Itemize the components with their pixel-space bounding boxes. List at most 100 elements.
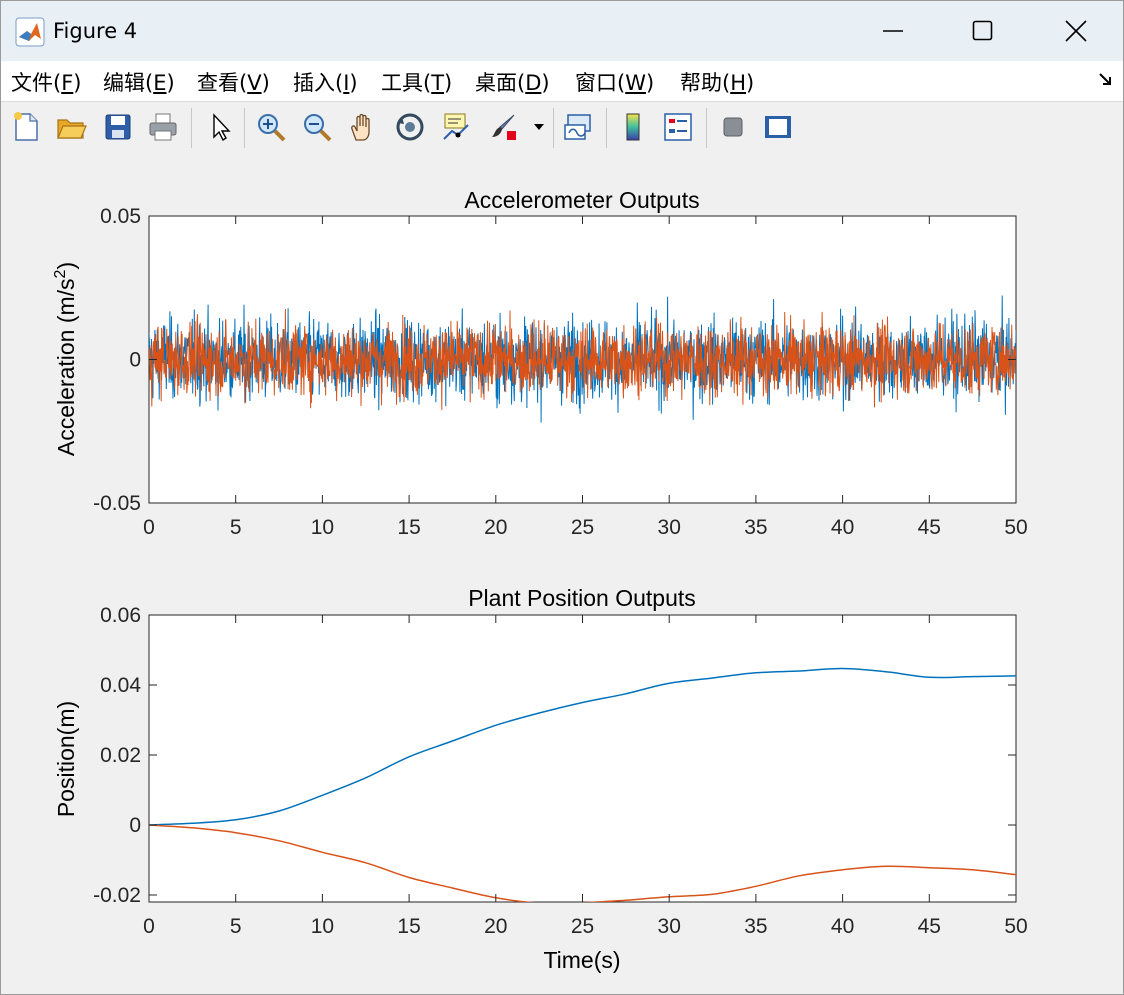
zoom-out-icon [304,114,332,142]
show-plot-tools-button[interactable] [759,108,797,146]
x-tick-label: 10 [311,516,334,539]
maximize-icon [972,20,993,41]
x-tick-label: 20 [484,516,507,539]
zoom-out-button[interactable] [298,108,336,146]
menu-tools[interactable]: 工具(T) [381,71,453,95]
colorbar-button[interactable] [614,108,652,146]
y-tick-group: -0.05 0 0.05 [93,205,1016,515]
legend-button[interactable] [659,108,697,146]
y-tick-label: -0.05 [93,492,141,515]
new-figure-button[interactable] [7,108,45,146]
toolbar-separator [191,108,192,148]
x-tick-group: 0 5 10 15 20 25 30 35 40 45 50 [143,615,1028,938]
x-tick-label: 40 [831,516,854,539]
toolbar-separator [706,108,707,148]
x-tick-label: 20 [484,915,507,938]
accel-series-2-line [149,308,1016,410]
close-icon [1065,20,1087,42]
window-title: Figure 4 [53,19,138,43]
show-plot-tools-icon [765,116,791,138]
plots-svg: Accelerometer Outputs 0 5 10 15 20 25 30 35 40 45… [52,187,1028,973]
figure-toolbar [1,101,1123,155]
open-file-button[interactable] [52,108,90,146]
minimize-icon [883,30,903,32]
pan-hand-icon [351,113,370,141]
hide-plot-tools-icon [723,117,743,137]
brush-icon [492,114,516,140]
x-tick-label: 15 [397,915,420,938]
position-series-1-line [149,667,1016,826]
x-tick-label: 45 [918,915,941,938]
x-tick-label: 25 [571,915,594,938]
menu-view[interactable]: 查看(V) [197,71,270,95]
undock-arrow-icon[interactable] [1097,71,1115,89]
x-tick-label: 5 [230,915,242,938]
x-tick-label: 25 [571,516,594,539]
x-tick-group: 0 5 10 15 20 25 30 35 40 45 50 [143,216,1028,539]
x-axis-label: Time(s) [543,947,620,973]
link-plot-icon [564,114,591,140]
x-tick-label: 30 [658,516,681,539]
position-series-2-line [149,824,1016,902]
brush-button[interactable] [485,108,523,146]
x-tick-label: 10 [311,915,334,938]
print-icon [149,113,177,141]
rotate-3d-button[interactable] [391,108,429,146]
title-bar[interactable]: Figure 4 [1,1,1123,61]
toolbar-separator [244,108,245,148]
data-cursor-button[interactable] [437,108,475,146]
save-button[interactable] [99,108,137,146]
pan-button[interactable] [344,108,382,146]
axes-box [148,614,1017,903]
hide-plot-tools-button[interactable] [714,108,752,146]
colorbar-icon [626,113,640,141]
x-tick-label: 35 [744,516,767,539]
position-series-group [149,667,1016,902]
axes-title: Accelerometer Outputs [464,187,699,213]
axes-title: Plant Position Outputs [468,585,696,611]
menu-edit[interactable]: 编辑(E) [103,71,175,95]
menu-help[interactable]: 帮助(H) [680,71,755,95]
accel-series-group [149,295,1016,423]
y-tick-label: 0 [129,349,141,372]
x-tick-label: 5 [230,516,242,539]
x-tick-label: 50 [1004,516,1027,539]
y-tick-label: 0.04 [100,674,141,697]
matlab-logo-icon [15,17,45,47]
menu-file[interactable]: 文件(F) [11,71,82,95]
axes-accelerometer[interactable]: Accelerometer Outputs 0 5 10 15 20 25 30 35 40 45… [52,187,1028,539]
rotate-3d-icon [396,113,424,141]
open-file-icon [57,119,87,139]
x-tick-label: 40 [831,915,854,938]
link-plot-button[interactable] [559,108,597,146]
menu-insert[interactable]: 插入(I) [293,71,358,95]
data-cursor-icon [443,113,469,140]
minimize-button[interactable] [846,1,940,61]
edit-plot-button[interactable] [201,108,239,146]
close-button[interactable] [1029,1,1123,61]
x-tick-label: 30 [658,915,681,938]
toolbar-separator [553,108,554,148]
x-tick-label: 15 [397,516,420,539]
new-figure-icon [14,112,38,141]
zoom-in-icon [258,114,286,142]
x-tick-label: 50 [1004,915,1027,938]
x-tick-label: 45 [918,516,941,539]
edit-plot-arrow-icon [213,113,231,142]
y-axis-label: Acceleration (m/s2) [52,262,79,456]
zoom-in-button[interactable] [252,108,290,146]
brush-dropdown-icon [534,124,544,130]
maximize-button[interactable] [936,1,1030,61]
print-button[interactable] [144,108,182,146]
y-axis-label: Position(m) [53,701,79,817]
toolbar-separator [606,108,607,148]
menu-window[interactable]: 窗口(W) [575,71,655,95]
axes-plant-position[interactable]: Plant Position Outputs 0 5 10 15 20 25 30 35 40 4… [53,585,1028,973]
menu-desktop[interactable]: 桌面(D) [475,71,550,95]
legend-icon [664,113,692,141]
brush-dropdown-button[interactable] [529,108,549,146]
y-tick-label: 0.02 [100,744,141,767]
y-tick-label: 0.05 [100,205,141,228]
figure-canvas: Accelerometer Outputs 0 5 10 15 20 25 30 35 40 45… [1,154,1123,994]
